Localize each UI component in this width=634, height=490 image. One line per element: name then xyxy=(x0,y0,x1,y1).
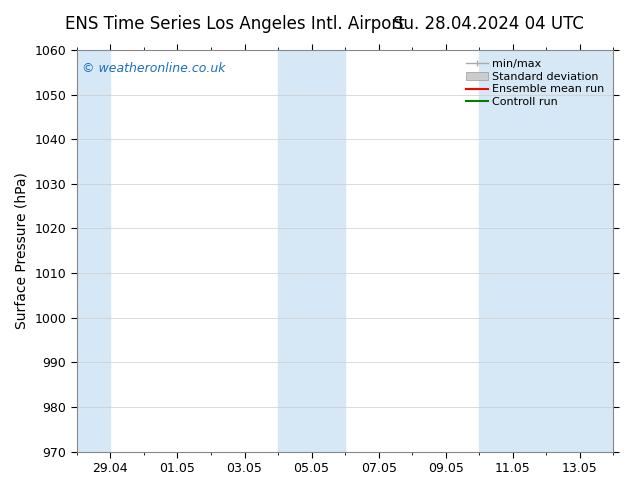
Text: © weatheronline.co.uk: © weatheronline.co.uk xyxy=(82,62,226,75)
Text: Su. 28.04.2024 04 UTC: Su. 28.04.2024 04 UTC xyxy=(392,15,584,33)
Bar xyxy=(479,50,614,452)
Text: ENS Time Series Los Angeles Intl. Airport: ENS Time Series Los Angeles Intl. Airpor… xyxy=(65,15,404,33)
Legend: min/max, Standard deviation, Ensemble mean run, Controll run: min/max, Standard deviation, Ensemble me… xyxy=(462,55,608,111)
Bar xyxy=(77,50,110,452)
Y-axis label: Surface Pressure (hPa): Surface Pressure (hPa) xyxy=(15,172,29,329)
Bar xyxy=(278,50,345,452)
